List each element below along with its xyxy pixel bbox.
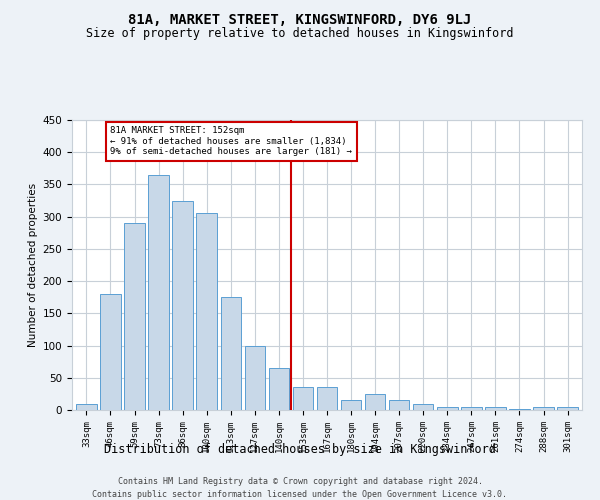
Bar [196, 214, 217, 410]
Bar [341, 400, 361, 410]
Text: Distribution of detached houses by size in Kingswinford: Distribution of detached houses by size … [104, 442, 496, 456]
Bar [461, 407, 482, 410]
Text: Contains public sector information licensed under the Open Government Licence v3: Contains public sector information licen… [92, 490, 508, 499]
Bar [172, 200, 193, 410]
Text: 81A, MARKET STREET, KINGSWINFORD, DY6 9LJ: 81A, MARKET STREET, KINGSWINFORD, DY6 9L… [128, 12, 472, 26]
Bar [245, 346, 265, 410]
Bar [148, 175, 169, 410]
Bar [365, 394, 385, 410]
Y-axis label: Number of detached properties: Number of detached properties [28, 183, 38, 347]
Bar [437, 407, 458, 410]
Text: Contains HM Land Registry data © Crown copyright and database right 2024.: Contains HM Land Registry data © Crown c… [118, 478, 482, 486]
Bar [485, 407, 506, 410]
Bar [557, 407, 578, 410]
Bar [389, 400, 409, 410]
Bar [293, 388, 313, 410]
Bar [413, 404, 433, 410]
Bar [533, 407, 554, 410]
Bar [221, 297, 241, 410]
Bar [124, 223, 145, 410]
Bar [317, 388, 337, 410]
Bar [269, 368, 289, 410]
Bar [76, 404, 97, 410]
Text: 81A MARKET STREET: 152sqm
← 91% of detached houses are smaller (1,834)
9% of sem: 81A MARKET STREET: 152sqm ← 91% of detac… [110, 126, 352, 156]
Bar [100, 294, 121, 410]
Text: Size of property relative to detached houses in Kingswinford: Size of property relative to detached ho… [86, 28, 514, 40]
